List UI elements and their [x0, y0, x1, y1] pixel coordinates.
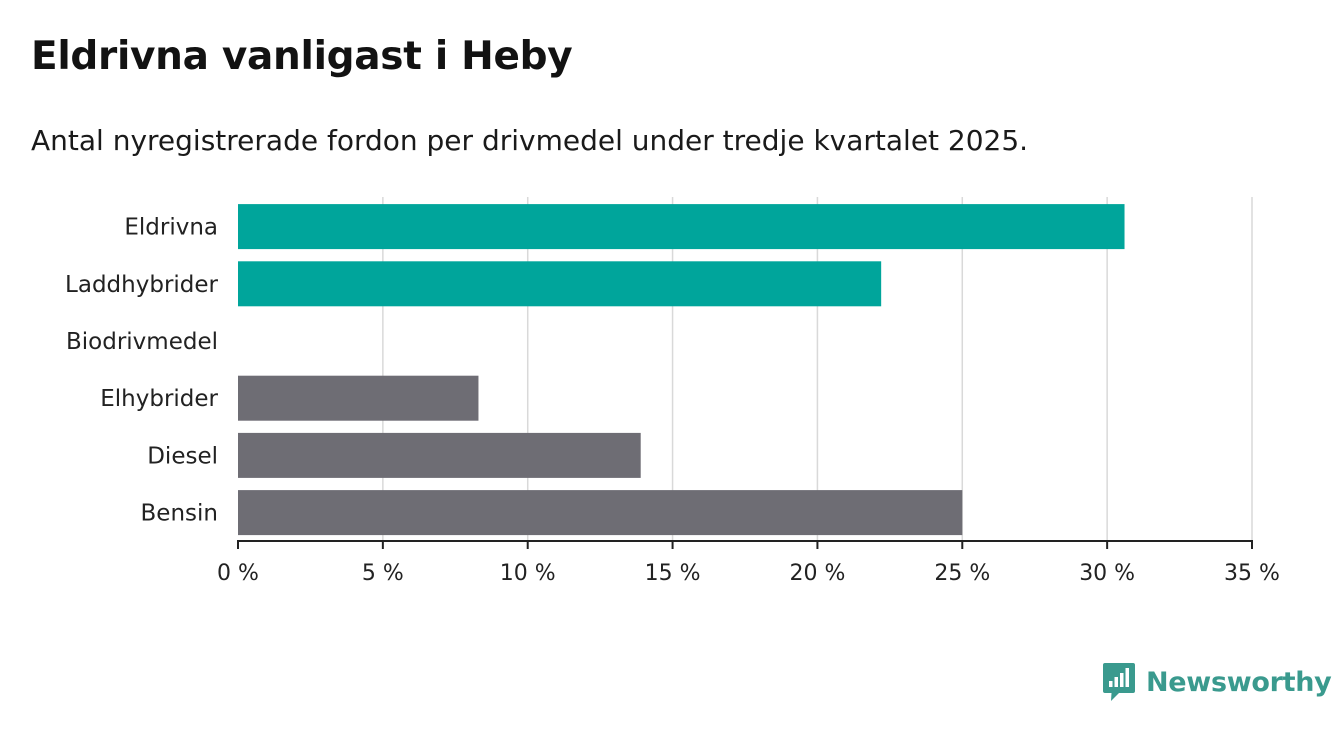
chart-title: Eldrivna vanligast i Heby [31, 34, 573, 79]
x-tick-label: 30 % [1079, 561, 1135, 586]
category-label: Diesel [147, 443, 218, 469]
category-label: Bensin [141, 501, 218, 527]
category-label: Biodrivmedel [66, 329, 218, 355]
bar-chart-speech-bubble-icon [1103, 663, 1135, 701]
bars [238, 204, 1125, 536]
x-tick-label: 10 % [500, 561, 556, 586]
bar-diesel [238, 432, 641, 478]
category-label: Eldrivna [124, 215, 218, 241]
category-label: Laddhybrider [65, 272, 218, 298]
newsworthy-logo: Newsworthy [1102, 662, 1332, 702]
bar-chart: 0 % 5 % 10 % 15 % 20 % 25 % 30 % 35 % Eldrivna L… [65, 197, 1280, 586]
x-axis: 0 % 5 % 10 % 15 % 20 % 25 % 30 % 35 % [217, 540, 1280, 586]
x-tick-label: 15 % [645, 561, 701, 586]
category-label: Elhybrider [100, 386, 218, 412]
x-tick-label: 0 % [217, 561, 259, 586]
chart-subtitle: Antal nyregistrerade fordon per drivmede… [31, 124, 1029, 157]
x-tick-label: 25 % [934, 561, 990, 586]
x-tick-label: 5 % [362, 561, 404, 586]
bar-eldrivna [238, 204, 1125, 250]
bar-bensin [238, 490, 963, 536]
x-tick-label: 35 % [1224, 561, 1280, 586]
category-labels: Eldrivna Laddhybrider Biodrivmedel Elhybrid… [65, 215, 218, 527]
bar-elhybrider [238, 375, 479, 421]
brand-name: Newsworthy [1146, 666, 1332, 698]
bar-laddhybrider [238, 261, 882, 307]
x-tick-label: 20 % [789, 561, 845, 586]
grid-lines [382, 197, 1253, 541]
